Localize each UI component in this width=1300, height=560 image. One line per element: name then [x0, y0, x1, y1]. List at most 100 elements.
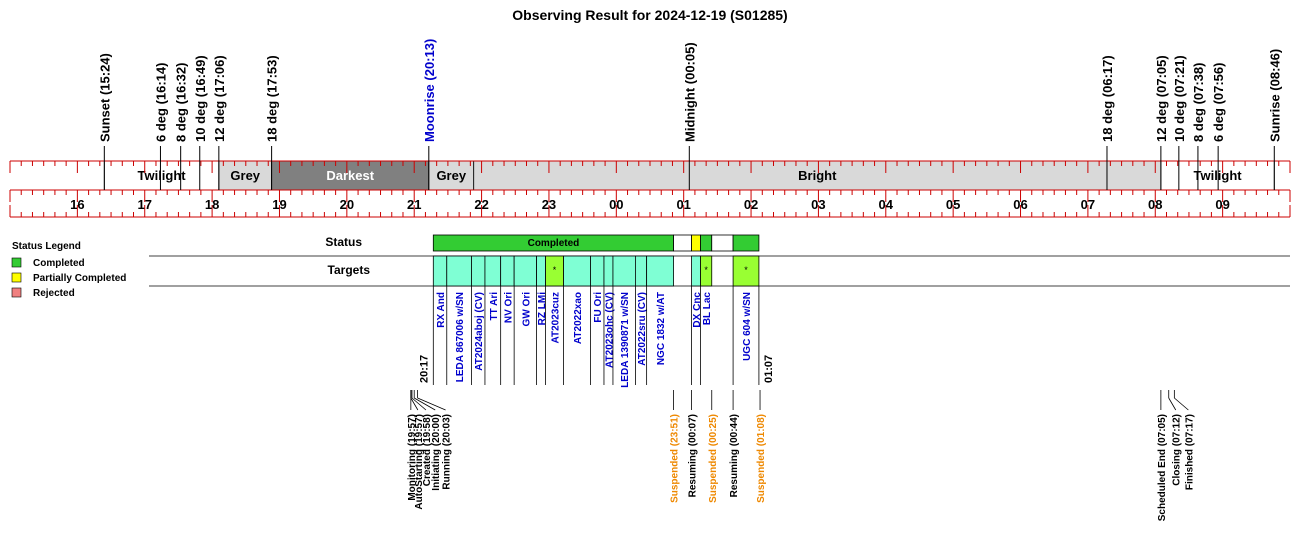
event-label: 18 deg (17:53)	[265, 55, 280, 142]
status-legend: Status Legend Completed Partially Complete…	[11, 241, 126, 299]
hour-tick-label: 18	[205, 197, 219, 212]
log-connector	[410, 397, 419, 411]
hour-tick-label: 07	[1081, 197, 1095, 212]
log-connector	[411, 397, 427, 411]
target-mark: *	[744, 265, 748, 275]
log-connector	[1174, 397, 1189, 411]
log-connector	[417, 397, 446, 411]
log-event-label: Initiating (20:00)	[431, 414, 442, 491]
hour-tick-label: 06	[1013, 197, 1027, 212]
event-label: 10 deg (16:49)	[193, 55, 208, 142]
log-event-label: Suspended (00:25)	[708, 414, 719, 503]
log-connector	[1168, 397, 1177, 411]
status-segment-completed	[732, 234, 760, 252]
hour-tick-label: 05	[946, 197, 960, 212]
log-event-label: Created (19:58)	[422, 414, 433, 486]
log-events: Monitoring (19:57)AutoStarting (19:57)Cr…	[407, 390, 1195, 521]
event-label: 8 deg (16:32)	[174, 63, 189, 142]
event-label: 6 deg (16:14)	[153, 63, 168, 142]
target-block[interactable]	[513, 255, 537, 287]
target-block[interactable]	[635, 255, 648, 287]
sky-events: Sunset (15:24) 6 deg (16:14) 8 deg (16:32)…	[97, 39, 1282, 190]
target-block[interactable]	[691, 255, 701, 287]
chart-title: Observing Result for 2024-12-19 (S01285)	[512, 7, 787, 23]
hour-tick-label: 23	[542, 197, 556, 212]
target-name: NGC 1832 w/AT	[656, 292, 667, 365]
hour-tick-label: 22	[474, 197, 488, 212]
target-name: GW Ori	[521, 292, 532, 327]
hour-tick-label: 17	[138, 197, 152, 212]
target-block[interactable]	[484, 255, 502, 287]
target-name: UGC 604 w/SN	[742, 292, 753, 361]
target-name: LEDA 867006 w/SN	[455, 292, 466, 382]
event-label: 12 deg (17:06)	[212, 55, 227, 142]
hour-tick-label: 03	[811, 197, 825, 212]
target-block[interactable]	[563, 255, 591, 287]
target-name: TT Ari	[489, 292, 500, 321]
target-block[interactable]	[700, 255, 713, 287]
target-block[interactable]	[536, 255, 546, 287]
log-event-label: Scheduled End (07:05)	[1157, 414, 1168, 521]
legend-swatch-partial	[11, 272, 22, 283]
status-row-label: Status	[325, 235, 362, 249]
target-name: AT2023cuz	[551, 292, 562, 344]
target-block[interactable]	[432, 255, 448, 287]
hour-tick-label: 02	[744, 197, 758, 212]
status-segment-label: Completed	[528, 238, 580, 249]
target-name: FU Ori	[593, 292, 604, 323]
hour-tick-label: 16	[70, 197, 84, 212]
hour-tick-label: 09	[1215, 197, 1229, 212]
hour-tick-label: 08	[1148, 197, 1162, 212]
hour-tick-label: 19	[272, 197, 286, 212]
target-name: NV Ori	[503, 292, 514, 323]
status-segment-none	[673, 234, 692, 252]
target-block[interactable]	[612, 255, 636, 287]
log-event-label: Running (20:03)	[442, 414, 453, 490]
target-name: LEDA 1390871 w/SN	[620, 292, 631, 388]
sky-band-label: Twilight	[138, 168, 187, 183]
hour-tick-label: 21	[407, 197, 421, 212]
log-event-label: Finished (07:17)	[1184, 414, 1195, 490]
target-name: AT2022sru (CV)	[637, 292, 648, 366]
legend-title: Status Legend	[12, 241, 81, 252]
sky-bands: Twilight Grey Darkest Grey Bright Twilight	[103, 160, 1275, 191]
log-event-label: Closing (07:12)	[1172, 414, 1183, 486]
legend-item-label: Partially Completed	[33, 273, 126, 284]
sky-band-label: Grey	[436, 168, 466, 183]
target-block[interactable]	[646, 255, 674, 287]
sky-band-label: Darkest	[326, 168, 374, 183]
log-event-label: AutoStarting (19:57)	[414, 414, 425, 510]
target-block[interactable]	[590, 255, 605, 287]
log-event-label: Resuming (00:07)	[688, 414, 699, 497]
targets-row: Targets RX And LEDA 867006 w/SN AT2024aboj …	[328, 255, 775, 388]
hour-tick-label: 01	[676, 197, 690, 212]
event-label: Moonrise (20:13)	[422, 39, 437, 142]
sky-band-bright	[473, 160, 1162, 191]
target-block[interactable]	[603, 255, 614, 287]
legend-swatch-completed	[11, 257, 22, 268]
log-event-label: Resuming (00:44)	[729, 414, 740, 497]
event-label: 6 deg (07:56)	[1211, 63, 1226, 142]
event-label: 10 deg (07:21)	[1172, 55, 1187, 142]
target-name: BL Lac	[702, 292, 713, 326]
event-label: Sunset (15:24)	[97, 53, 112, 142]
event-label: Sunrise (08:46)	[1267, 49, 1282, 142]
target-block[interactable]	[471, 255, 486, 287]
target-name: DX Cnc	[692, 292, 703, 328]
target-mark: *	[553, 265, 557, 275]
legend-item-label: Rejected	[33, 288, 75, 299]
sky-band-label: Bright	[798, 168, 837, 183]
log-event-label: Suspended (01:08)	[756, 414, 767, 503]
target-block[interactable]	[500, 255, 515, 287]
status-segment-partial	[691, 234, 701, 252]
hour-tick-label: 20	[340, 197, 354, 212]
event-label: 12 deg (07:05)	[1154, 55, 1169, 142]
legend-item-label: Completed	[33, 258, 85, 269]
target-name: AT2024aboj (CV)	[474, 292, 485, 371]
target-block[interactable]	[732, 255, 760, 287]
target-block[interactable]	[446, 255, 472, 287]
time-axis: 16 17 18 19 20 21 22 23 00 01 02 03 04 05 06 07 08 09	[9, 160, 1291, 218]
target-name: RZ LMi	[537, 292, 548, 326]
log-connector	[414, 397, 436, 411]
